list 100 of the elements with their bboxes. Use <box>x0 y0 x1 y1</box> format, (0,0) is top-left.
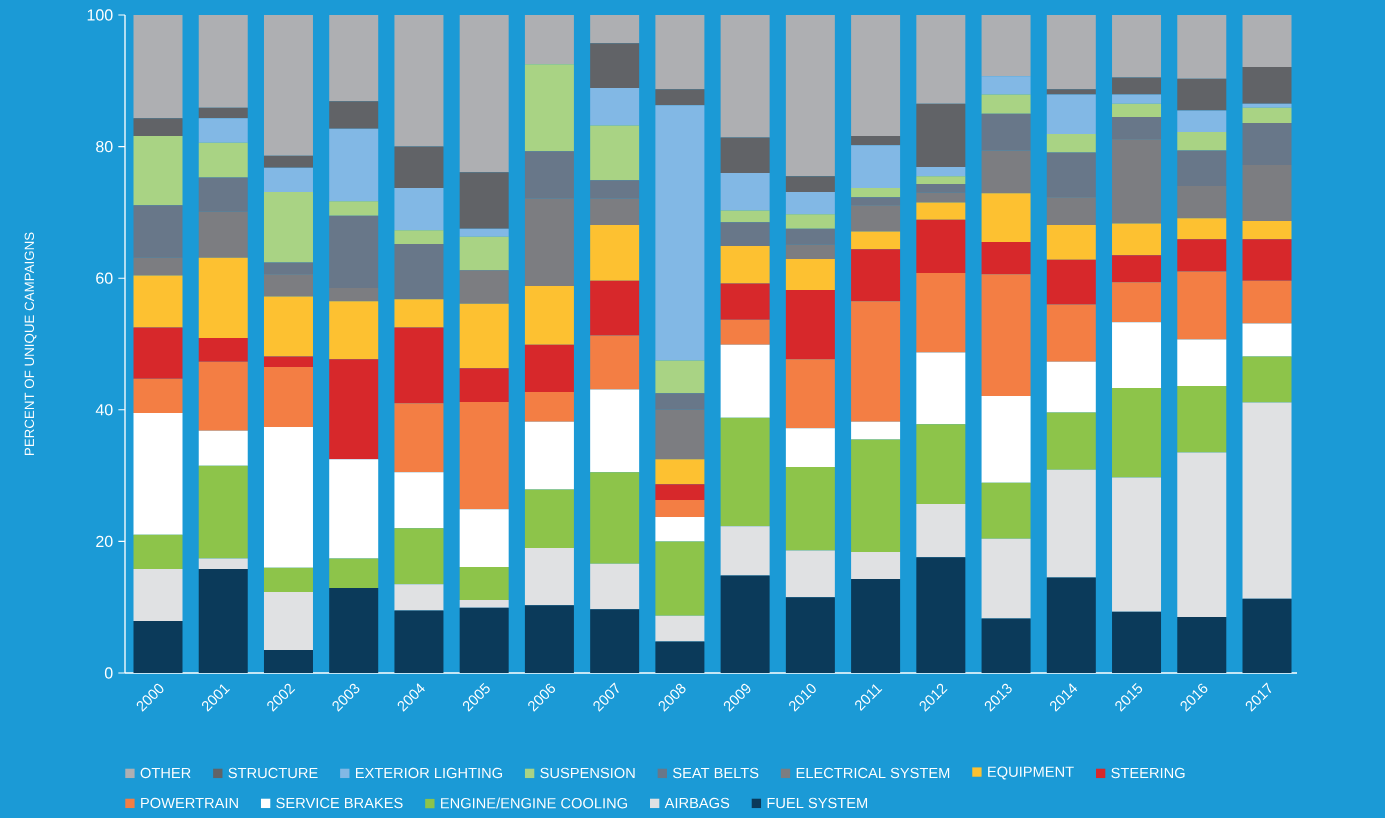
bar <box>981 94 1031 114</box>
bar <box>1242 165 1292 221</box>
legend-label: EXTERIOR LIGHTING <box>355 767 502 779</box>
legend-label: FUEL SYSTEM <box>767 797 868 809</box>
bar <box>785 550 835 598</box>
bar <box>329 128 379 202</box>
bar <box>916 202 966 220</box>
bar <box>329 215 379 289</box>
bar <box>916 184 966 193</box>
bar <box>851 188 901 198</box>
bar <box>590 198 640 225</box>
bar <box>981 538 1031 619</box>
bar <box>1242 103 1292 108</box>
bar <box>394 403 444 473</box>
bar <box>655 409 705 460</box>
bar <box>720 222 770 246</box>
bar <box>133 569 183 622</box>
legend-label: SUSPENSION <box>540 767 635 779</box>
bar <box>785 214 835 229</box>
y-tick-label: 40 <box>95 404 113 416</box>
bar <box>1112 477 1162 612</box>
y-axis-title: PERCENT OF UNIQUE CAMPAIGNS <box>24 232 37 456</box>
bar <box>981 193 1031 242</box>
bar <box>198 211 248 258</box>
bar <box>590 280 640 336</box>
bar <box>459 368 509 402</box>
bar <box>1112 322 1162 389</box>
bar <box>590 563 640 610</box>
bar <box>590 609 640 673</box>
bar <box>1112 388 1162 478</box>
bar <box>1242 323 1292 357</box>
bar <box>590 472 640 564</box>
bar <box>655 105 705 361</box>
bar <box>394 584 444 611</box>
bar <box>263 167 313 192</box>
bar <box>263 262 313 275</box>
bar <box>1046 14 1096 90</box>
bar <box>459 228 509 237</box>
bar <box>851 205 901 232</box>
bar <box>198 107 248 119</box>
legend-label: AIRBAGS <box>664 797 730 809</box>
bar <box>785 597 835 673</box>
legend-label: POWERTRAIN <box>141 797 238 809</box>
bar <box>524 421 574 490</box>
bar <box>459 270 509 304</box>
bar <box>133 327 183 379</box>
bar <box>981 14 1031 77</box>
bar <box>1112 223 1162 256</box>
bar <box>1112 14 1162 78</box>
bar <box>655 499 705 518</box>
bar <box>720 417 770 527</box>
bar <box>524 64 574 152</box>
bar <box>655 459 705 485</box>
bar <box>655 517 705 542</box>
bar <box>263 356 313 368</box>
bar <box>981 395 1031 483</box>
bar <box>785 467 835 551</box>
bar <box>1177 617 1227 673</box>
bar <box>394 610 444 673</box>
bar <box>916 176 966 185</box>
bar <box>394 472 444 529</box>
bar <box>1242 402 1292 599</box>
bar <box>1112 94 1162 104</box>
bar <box>459 172 509 229</box>
bar <box>655 360 705 394</box>
bar <box>851 301 901 422</box>
bar <box>1046 134 1096 153</box>
bar <box>720 245 770 284</box>
bar <box>133 534 183 570</box>
bar <box>720 319 770 345</box>
legend-label: EQUIPMENT <box>988 766 1074 780</box>
bar <box>1242 280 1292 324</box>
bar <box>133 621 183 673</box>
bar <box>916 424 966 504</box>
bar <box>916 503 966 558</box>
bar <box>590 125 640 181</box>
bar <box>198 177 248 212</box>
bar <box>329 359 379 460</box>
bar <box>981 242 1031 275</box>
bar <box>851 578 901 673</box>
bar <box>1177 452 1227 618</box>
bar <box>1177 14 1227 79</box>
bar <box>329 459 379 559</box>
bar <box>524 547 574 606</box>
bar <box>1242 598 1292 673</box>
bar <box>1242 356 1292 403</box>
bar <box>394 14 444 147</box>
bar <box>263 274 313 297</box>
bar <box>916 192 966 203</box>
bar <box>1046 469 1096 578</box>
bar <box>1177 110 1227 133</box>
bar <box>1242 220 1292 240</box>
bar <box>655 484 705 500</box>
bar <box>981 482 1031 539</box>
bar <box>329 301 379 360</box>
bar <box>198 338 248 362</box>
bar <box>198 361 248 431</box>
bar <box>1177 239 1227 272</box>
bar <box>785 359 835 429</box>
bar <box>1112 139 1162 224</box>
